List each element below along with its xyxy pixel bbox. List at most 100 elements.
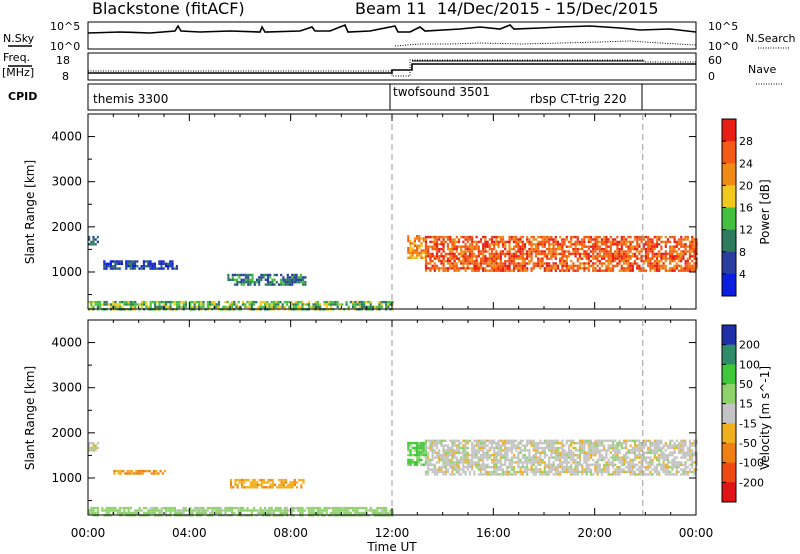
velocity-cell: [607, 449, 610, 452]
velocity-cell: [165, 509, 168, 512]
power-cell: [471, 269, 474, 272]
velocity-cell: [319, 511, 322, 515]
velocity-cell: [431, 446, 434, 450]
power-cell: [451, 250, 454, 253]
velocity-cell: [620, 468, 623, 471]
power-cell: [138, 303, 141, 306]
power-cell: [156, 267, 159, 270]
power-cell: [107, 303, 110, 306]
velocity-cell: [530, 468, 533, 471]
power-cell: [482, 250, 485, 253]
velocity-cell: [631, 451, 634, 454]
velocity-cell: [618, 466, 621, 469]
power-cell: [517, 250, 520, 253]
velocity-cell: [644, 473, 648, 476]
velocity-cell: [662, 466, 665, 469]
velocity-cell: [561, 439, 564, 442]
velocity-cell: [251, 478, 255, 482]
velocity-cell: [117, 472, 120, 475]
velocity-cell: [695, 454, 698, 457]
velocity-cell: [671, 468, 674, 471]
power-cell: [479, 257, 483, 260]
power-cell: [563, 255, 566, 258]
velocity-cell: [598, 456, 601, 459]
velocity-cell: [658, 439, 661, 442]
velocity-cell: [598, 454, 601, 457]
velocity-cell: [686, 466, 689, 469]
power-cell: [499, 235, 502, 239]
power-cell: [609, 255, 612, 258]
velocity-cell: [431, 451, 434, 454]
power-cell: [420, 244, 423, 247]
velocity-cell: [658, 454, 661, 457]
power-cell: [158, 303, 161, 306]
power-cell: [158, 267, 161, 270]
velocity-cell: [508, 458, 511, 462]
velocity-cell: [528, 461, 531, 464]
power-cell: [484, 255, 487, 258]
velocity-cell: [479, 439, 483, 442]
power-cell: [561, 243, 564, 246]
power-cell: [118, 260, 121, 263]
power-cell: [153, 267, 156, 270]
velocity-cell: [594, 442, 597, 445]
velocity-cell: [435, 451, 439, 454]
velocity-cell: [629, 444, 632, 447]
power-cell: [112, 303, 115, 306]
power-cell: [598, 259, 601, 263]
power-cell: [455, 255, 458, 258]
velocity-cell: [684, 444, 687, 447]
power-cell: [684, 267, 687, 270]
velocity-cell: [380, 511, 383, 515]
velocity-cell: [147, 511, 150, 515]
velocity-cell: [506, 446, 509, 450]
colorbar-tick-label: -200: [739, 476, 764, 489]
power-cell: [466, 264, 469, 268]
velocity-cell: [473, 456, 476, 459]
velocity-cell: [490, 454, 494, 457]
velocity-cell: [358, 511, 361, 515]
power-cell: [620, 250, 623, 253]
velocity-cell: [548, 463, 551, 466]
velocity-cell: [598, 458, 601, 462]
velocity-cell: [442, 444, 445, 447]
velocity-cell: [684, 461, 687, 464]
velocity-cell: [433, 468, 436, 471]
power-cell: [424, 247, 427, 250]
power-cell: [655, 259, 659, 263]
velocity-cell: [497, 466, 500, 469]
power-cell: [543, 240, 546, 244]
velocity-cell: [438, 466, 441, 469]
power-cell: [515, 262, 518, 265]
power-cell: [466, 247, 469, 251]
velocity-cell: [167, 506, 170, 510]
velocity-cell: [506, 442, 509, 445]
velocity-cell: [343, 509, 346, 512]
velocity-cell: [354, 506, 357, 510]
power-cell: [598, 247, 601, 251]
power-cell: [530, 247, 533, 251]
velocity-cell: [477, 468, 480, 471]
velocity-cell: [440, 444, 443, 447]
colorbar-segment: [722, 344, 736, 365]
velocity-cell: [122, 469, 125, 473]
velocity-cell: [528, 439, 531, 442]
velocity-cell: [273, 483, 277, 487]
velocity-cell: [539, 456, 542, 459]
power-cell: [484, 238, 487, 241]
velocity-cell: [682, 451, 685, 454]
power-cell: [534, 238, 538, 241]
velocity-cell: [552, 444, 555, 447]
velocity-cell: [521, 456, 524, 459]
velocity-cell: [618, 442, 621, 445]
velocity-cell: [638, 470, 641, 474]
power-cell: [475, 259, 478, 263]
velocity-cell: [576, 456, 579, 459]
power-cell: [433, 235, 436, 239]
power-cell: [638, 238, 641, 241]
power-cell: [532, 243, 535, 246]
power-cell: [260, 273, 263, 277]
velocity-cell: [658, 461, 661, 464]
power-cell: [442, 235, 445, 239]
freq-tick-bottom: 8: [62, 70, 69, 83]
